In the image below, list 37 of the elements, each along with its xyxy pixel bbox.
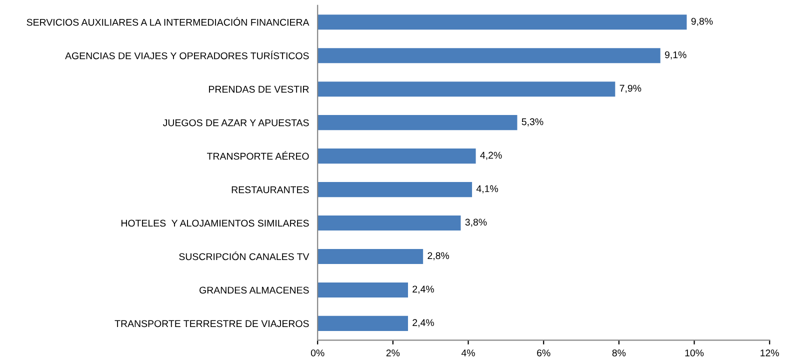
- y-tick-label: AGENCIAS DE VIAJES Y OPERADORES TURÍSTICOS: [65, 50, 309, 60]
- data-label: 5,3%: [522, 118, 544, 126]
- bar: [318, 248, 424, 264]
- y-tick-label: SUSCRIPCIÓN CANALES TV: [179, 252, 310, 260]
- x-tick-label: 12%: [760, 349, 779, 356]
- data-label: 9,1%: [664, 51, 686, 60]
- y-tick-label: RESTAURANTES: [232, 186, 309, 194]
- bar: [318, 215, 461, 231]
- y-tick-label: PRENDAS DE VESTIR: [209, 86, 309, 93]
- bar: [318, 48, 660, 64]
- data-label: 7,9%: [620, 84, 642, 93]
- y-tick-label: HOTELES Y ALOJAMIENTOS SIMILARES: [121, 220, 309, 227]
- bar: [318, 115, 518, 130]
- x-tick-label: 2%: [386, 349, 400, 356]
- data-label: 4,2%: [480, 152, 502, 160]
- y-tick-label: GRANDES ALMACENES: [200, 286, 309, 294]
- bar: [318, 14, 687, 30]
- y-tick-label: TRANSPORTE TERRESTRE DE VIAJEROS: [114, 320, 309, 328]
- bar: [318, 282, 408, 298]
- y-tick-label: JUEGOS DE AZAR Y APUESTAS: [162, 119, 309, 126]
- x-tick-label: 10%: [685, 349, 704, 356]
- data-label: 4,1%: [476, 185, 498, 194]
- x-tick-label: 8%: [612, 349, 626, 356]
- bar: [318, 148, 476, 164]
- bar: [318, 82, 616, 97]
- y-tick-label: TRANSPORTE AÉREO: [207, 151, 309, 160]
- data-label: 2,8%: [428, 252, 450, 260]
- x-tick-label: 4%: [461, 350, 475, 356]
- data-label: 3,8%: [465, 218, 487, 227]
- bar: [318, 182, 472, 198]
- bar: [318, 316, 408, 331]
- y-tick-label: SERVICIOS AUXILIARES A LA INTERMEDIACIÓN FINANCIERA: [26, 17, 310, 26]
- data-label: 9,8%: [691, 18, 713, 26]
- x-tick-label: 0%: [310, 349, 324, 356]
- x-tick-label: 6%: [537, 349, 550, 356]
- data-label: 2,4%: [412, 286, 434, 294]
- data-label: 2,4%: [412, 319, 434, 328]
